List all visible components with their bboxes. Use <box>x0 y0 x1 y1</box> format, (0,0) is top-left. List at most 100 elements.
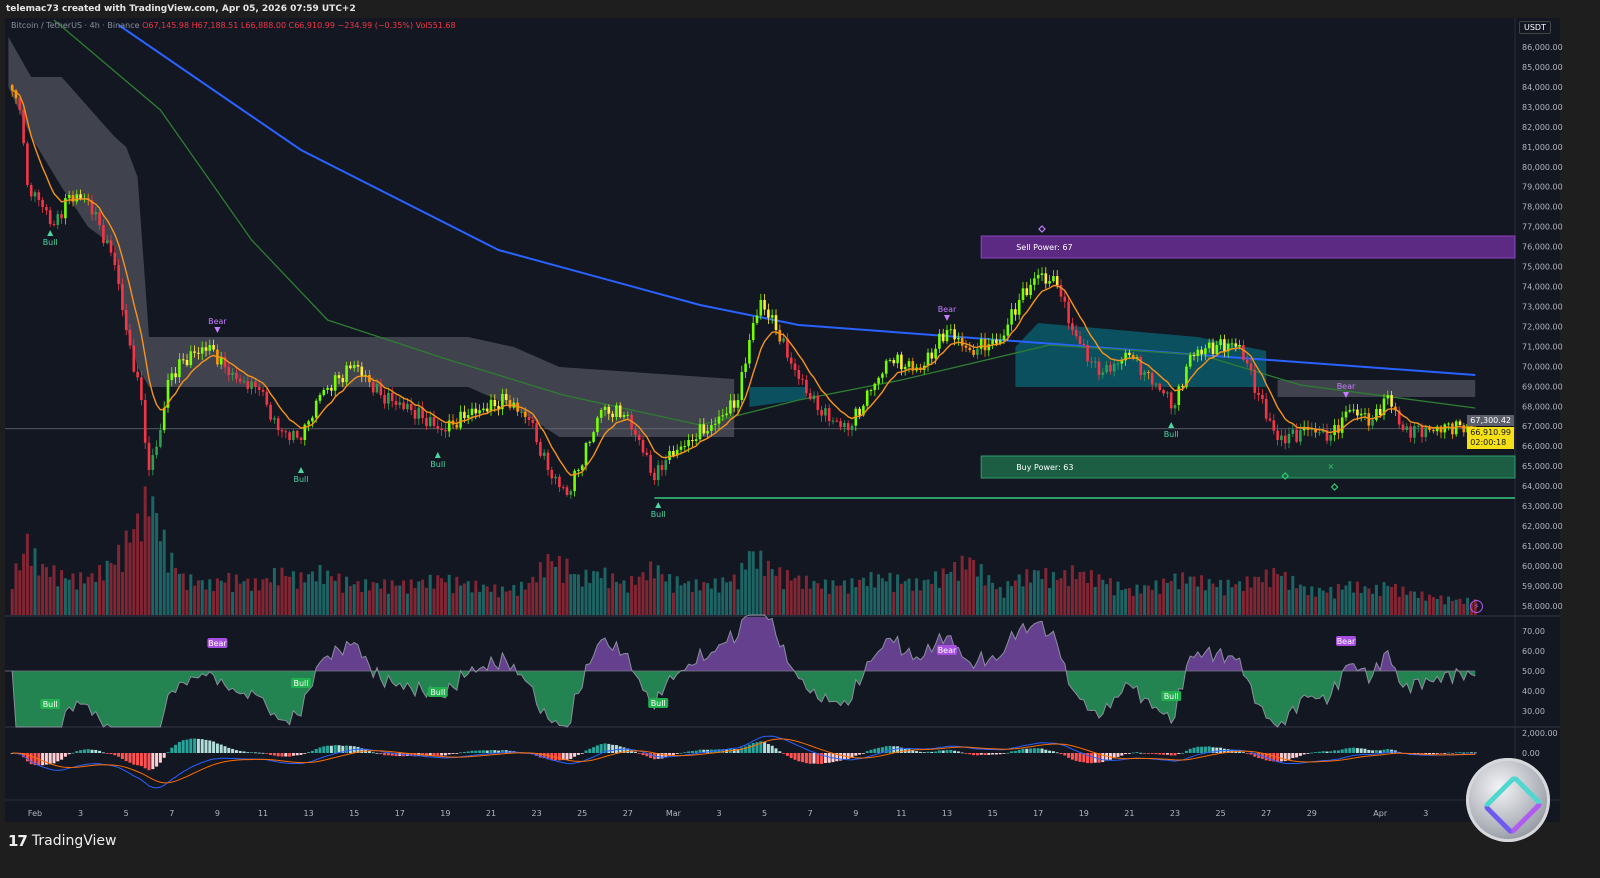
candle-body <box>1059 285 1063 297</box>
candle <box>881 371 884 384</box>
candle-body <box>900 354 903 370</box>
candle-body <box>782 338 785 342</box>
symbol-name[interactable]: Bitcoin / TetherUS · 4h · Binance <box>11 21 140 30</box>
candle-body <box>577 470 580 471</box>
volume-bar <box>941 568 945 615</box>
macd-bar <box>1051 751 1055 753</box>
candle-body <box>440 428 443 430</box>
candle-body <box>485 408 489 412</box>
candle <box>1329 428 1333 446</box>
volume-bar <box>117 544 121 615</box>
candle <box>261 386 265 397</box>
macd-bar <box>56 753 60 762</box>
candle-body <box>1044 273 1048 284</box>
candle-body <box>816 395 820 410</box>
candle <box>542 449 546 460</box>
candle-body <box>1234 343 1238 347</box>
volume-bar <box>1279 575 1283 615</box>
currency-button[interactable]: USDT <box>1519 21 1551 34</box>
macd-bar <box>204 739 208 753</box>
lightning-icon[interactable]: ⚡ <box>1470 600 1483 613</box>
volume-bar <box>276 585 280 615</box>
macd-bar <box>865 751 869 753</box>
macd-bar <box>424 753 428 757</box>
macd-tick: 0.00 <box>1522 749 1540 758</box>
candle-body <box>1082 343 1086 346</box>
candle <box>185 353 189 367</box>
candle <box>508 394 512 411</box>
candle-body <box>478 410 481 414</box>
candle-body <box>1348 410 1352 412</box>
chart-credit: telemac73 created with TradingView.com, … <box>6 4 356 14</box>
volume-bar <box>656 565 660 615</box>
candle <box>580 463 584 477</box>
candle-body <box>998 340 1002 344</box>
ohlc-high: H67,188.51 <box>191 21 239 30</box>
candle <box>269 401 272 422</box>
volume-bar <box>1078 572 1082 615</box>
volume-bar <box>356 581 360 615</box>
macd-bar <box>1314 752 1318 753</box>
macd-bar <box>371 752 375 754</box>
candle-body <box>561 487 565 489</box>
macd-bar <box>1029 748 1033 753</box>
candle <box>425 411 428 431</box>
candle <box>67 190 71 205</box>
price-tick: 82,000.00 <box>1522 123 1563 132</box>
volume-bar <box>1241 590 1245 615</box>
macd-bar <box>922 752 926 753</box>
volume-bar <box>1428 594 1432 615</box>
price-tick: 77,000.00 <box>1522 223 1563 232</box>
volume-bar <box>162 529 166 615</box>
candle <box>713 417 717 432</box>
macd-bar <box>1158 753 1162 755</box>
candle <box>979 332 983 355</box>
candle-body <box>580 465 584 470</box>
candle-body <box>409 403 413 410</box>
candle-body <box>402 402 405 410</box>
candle-body <box>136 371 139 378</box>
candle-body <box>1048 281 1051 284</box>
prev-price-label: 67,300.42 <box>1467 415 1514 426</box>
volume-bar <box>1097 574 1101 615</box>
macd-bar <box>599 744 603 753</box>
candle-body <box>337 375 341 379</box>
volume-bar <box>607 588 611 615</box>
candle <box>1363 407 1367 421</box>
volume-bar <box>329 576 333 615</box>
candle <box>1223 334 1226 358</box>
candle-body <box>470 408 474 415</box>
candle-body <box>375 383 379 393</box>
volume-bar <box>554 566 558 615</box>
candle-body <box>242 380 246 382</box>
candle <box>227 362 231 382</box>
volume-bar <box>265 578 269 615</box>
candle <box>1169 390 1173 415</box>
macd-bar <box>242 751 246 753</box>
volume-bar <box>512 585 516 615</box>
volume-bar <box>44 567 48 615</box>
candle <box>911 357 915 375</box>
macd-bar <box>998 753 1002 755</box>
macd-bar <box>284 753 288 757</box>
volume-bar <box>1245 576 1249 615</box>
volume-bar <box>1439 595 1443 615</box>
macd-bar <box>1272 753 1276 762</box>
candle-body <box>641 440 645 453</box>
macd-bar <box>1431 753 1435 755</box>
candle-body <box>322 389 326 395</box>
volume-bar <box>778 567 782 615</box>
volume-bar <box>90 573 94 615</box>
volume-bar <box>147 516 151 615</box>
candle-body <box>1226 343 1230 352</box>
macd-bar <box>1226 749 1230 753</box>
macd-bar <box>1249 753 1253 755</box>
volume-bar <box>839 585 843 615</box>
volume-bar <box>1200 575 1204 615</box>
diamond-icon <box>1038 225 1046 233</box>
candle-body <box>276 418 280 430</box>
volume-bar <box>485 586 489 615</box>
time-tick: 7 <box>169 809 174 818</box>
macd-bar <box>1059 753 1063 755</box>
